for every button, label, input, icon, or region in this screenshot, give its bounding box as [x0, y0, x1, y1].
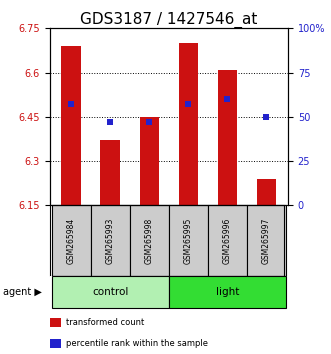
- Bar: [218, 70, 237, 205]
- Bar: [247, 205, 286, 276]
- Text: transformed count: transformed count: [66, 318, 144, 327]
- Text: GSM265995: GSM265995: [184, 217, 193, 264]
- Bar: [179, 43, 198, 205]
- Text: agent ▶: agent ▶: [3, 287, 42, 297]
- Text: GSM265998: GSM265998: [145, 218, 154, 264]
- Text: GSM265997: GSM265997: [262, 217, 271, 264]
- Bar: [130, 205, 169, 276]
- Text: control: control: [92, 287, 128, 297]
- Bar: [52, 205, 91, 276]
- Bar: [100, 141, 120, 205]
- Bar: [169, 276, 286, 308]
- Text: GSM265993: GSM265993: [106, 217, 115, 264]
- Bar: [61, 46, 81, 205]
- Bar: [169, 205, 208, 276]
- Bar: [208, 205, 247, 276]
- Text: percentile rank within the sample: percentile rank within the sample: [66, 339, 208, 348]
- Bar: [257, 179, 276, 205]
- Bar: [91, 205, 130, 276]
- Text: GSM265984: GSM265984: [67, 218, 76, 264]
- Text: light: light: [216, 287, 239, 297]
- Title: GDS3187 / 1427546_at: GDS3187 / 1427546_at: [80, 12, 258, 28]
- Text: GSM265996: GSM265996: [223, 217, 232, 264]
- Bar: [52, 276, 169, 308]
- Bar: [139, 117, 159, 205]
